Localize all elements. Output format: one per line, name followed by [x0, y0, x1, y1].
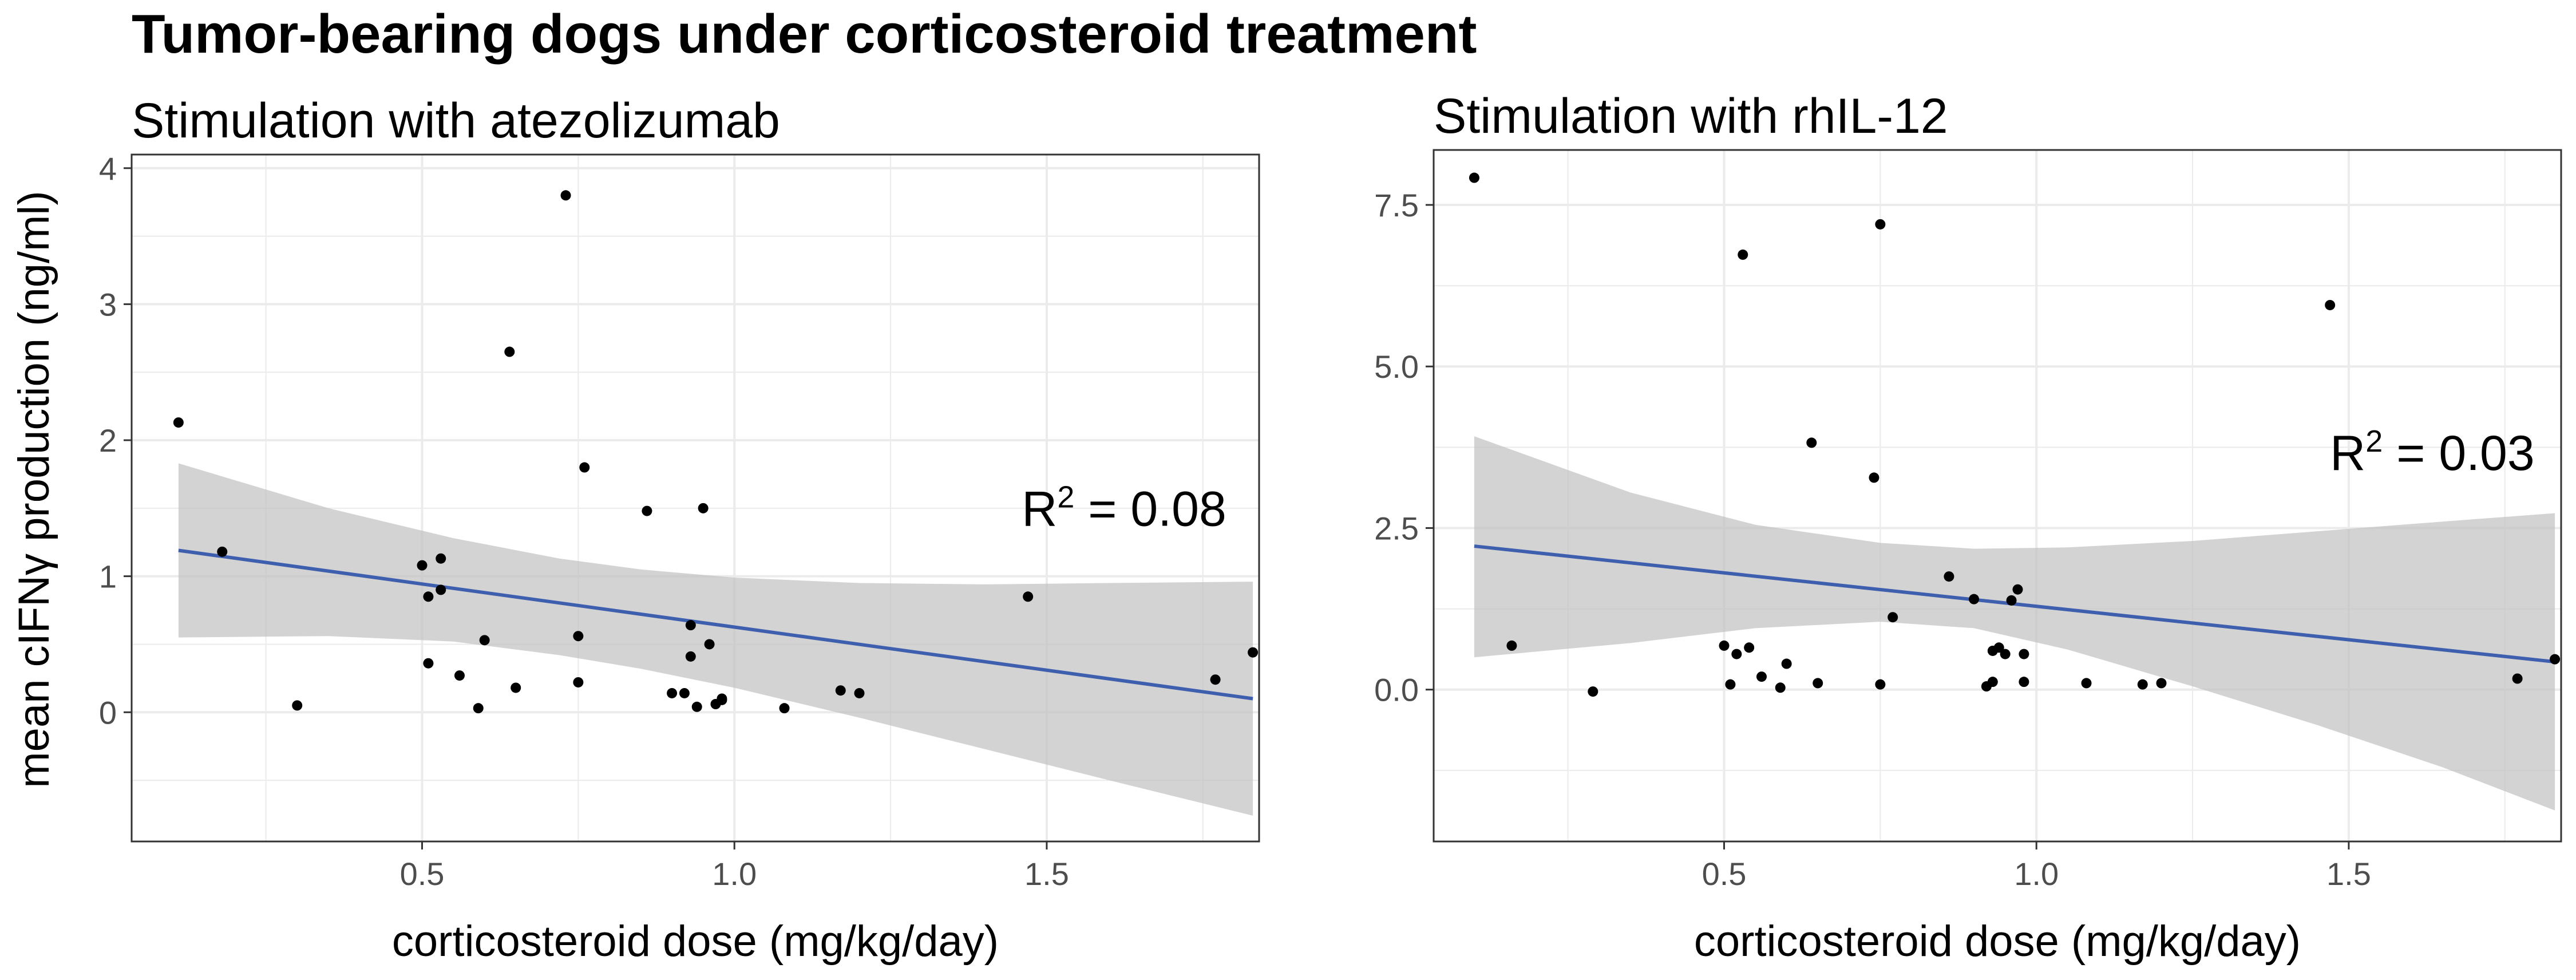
data-point: [1875, 679, 1886, 690]
data-point: [454, 670, 465, 681]
x-axis-title: corticosteroid dose (mg/kg/day): [1694, 917, 2301, 966]
data-point: [1738, 249, 1748, 260]
data-point: [2137, 679, 2148, 690]
data-point: [717, 694, 727, 705]
data-point: [1725, 679, 1736, 690]
x-axis-title: corticosteroid dose (mg/kg/day): [392, 917, 999, 966]
x-tick-label: 1.5: [2326, 856, 2371, 892]
data-point: [1248, 647, 1259, 658]
y-tick-label: 2: [99, 422, 117, 459]
data-point: [1756, 671, 1767, 682]
data-point: [579, 462, 590, 473]
data-point: [685, 620, 696, 631]
data-point: [1781, 658, 1792, 669]
data-point: [423, 591, 434, 602]
data-point: [2000, 649, 2011, 659]
data-point: [704, 639, 715, 650]
data-point: [1719, 640, 1730, 651]
data-point: [292, 700, 303, 711]
x-tick-label: 1.0: [2014, 856, 2059, 892]
data-point: [1875, 219, 1886, 230]
y-tick-label: 7.5: [1374, 187, 1419, 223]
confidence-band: [178, 463, 1253, 816]
data-point: [436, 584, 446, 595]
data-point: [2512, 673, 2523, 684]
data-point: [511, 682, 521, 693]
y-tick-label: 3: [99, 286, 117, 322]
data-point: [2550, 654, 2561, 665]
data-point: [1744, 642, 1755, 653]
data-point: [685, 651, 696, 662]
data-point: [504, 346, 515, 357]
data-point: [679, 687, 690, 698]
data-point: [1813, 678, 1823, 689]
data-point: [1469, 172, 1479, 183]
data-point: [1993, 642, 2004, 653]
data-point: [2019, 677, 2029, 687]
r-squared-annotation: R2 = 0.08: [1022, 480, 1226, 537]
data-point: [423, 658, 434, 669]
panel-title-rhil12: Stimulation with rhIL-12: [1434, 89, 1948, 144]
data-point: [1775, 682, 1786, 693]
y-tick-label: 5.0: [1374, 349, 1419, 385]
x-tick-label: 0.5: [1702, 856, 1747, 892]
data-point: [1888, 612, 1898, 623]
data-point: [173, 417, 184, 428]
data-point: [479, 635, 490, 646]
data-point: [2006, 595, 2017, 606]
data-point: [2012, 584, 2023, 595]
data-point: [1944, 571, 1954, 582]
data-point: [835, 685, 846, 696]
data-point: [1506, 640, 1517, 651]
data-point: [698, 503, 709, 513]
y-tick-label: 0.0: [1374, 672, 1419, 708]
panel-title-atezolizumab: Stimulation with atezolizumab: [132, 93, 780, 148]
data-point: [1023, 591, 1034, 602]
confidence-band: [1474, 436, 2555, 811]
data-point: [1731, 649, 1742, 659]
data-point: [779, 703, 790, 714]
y-tick-label: 1: [99, 559, 117, 595]
data-point: [1869, 472, 1879, 483]
data-point: [691, 701, 702, 712]
y-tick-label: 4: [99, 151, 117, 187]
regression-line: [178, 548, 1253, 701]
y-tick-label: 0: [99, 694, 117, 730]
y-tick-label: 2.5: [1374, 510, 1419, 546]
panel-atezolizumab: Stimulation with atezolizumab 0 1 2 3 4 0.5 1.0…: [99, 93, 1260, 966]
data-point: [436, 553, 446, 564]
data-point: [473, 703, 484, 714]
data-point: [642, 505, 652, 516]
data-point: [1806, 437, 1817, 448]
r-squared-annotation: R2 = 0.03: [2330, 424, 2535, 481]
panel-border: [1433, 149, 2562, 843]
data-point: [573, 631, 584, 642]
data-point: [1588, 686, 1598, 697]
panel-rhil12: Stimulation with rhIL-12 0.0 2.5 5.0 7.5 0.5 1…: [1374, 89, 2562, 966]
data-point: [573, 677, 584, 687]
panel-border: [130, 153, 1260, 843]
x-tick-label: 1.0: [712, 856, 757, 892]
y-axis-title: mean cIFNγ production (ng/ml): [10, 191, 58, 788]
data-point: [1987, 677, 1998, 687]
x-tick-label: 1.5: [1024, 856, 1069, 892]
figure-title: Tumor-bearing dogs under corticosteroid …: [132, 3, 1477, 65]
data-point: [2019, 649, 2029, 659]
x-tick-label: 0.5: [400, 856, 445, 892]
data-point: [417, 560, 428, 571]
data-point: [667, 687, 678, 698]
data-point: [2081, 678, 2092, 689]
data-point: [217, 546, 228, 557]
data-point: [1210, 674, 1221, 685]
data-point: [2325, 299, 2336, 310]
data-point: [2156, 678, 2167, 689]
data-point: [560, 190, 571, 201]
data-point: [854, 687, 865, 698]
data-point: [1969, 594, 1980, 604]
